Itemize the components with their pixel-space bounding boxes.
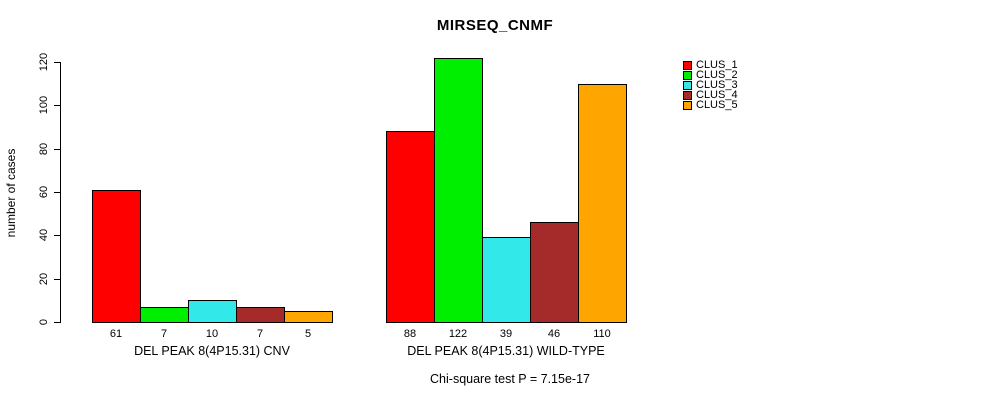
y-axis-tick [54,149,60,150]
y-axis-tick [54,105,60,106]
legend-item: CLUS_2 [683,69,738,81]
bar-value-label: 88 [403,328,417,340]
bar-clus_2-group2 [434,58,483,323]
bar-clus_2-group1 [140,307,189,323]
bar-value-label: 7 [160,328,168,340]
legend-item: CLUS_5 [683,99,738,111]
legend-swatch [683,80,692,90]
y-axis-tick-label: 100 [38,95,50,115]
legend-label: CLUS_3 [696,79,738,91]
legend-item: CLUS_4 [683,89,738,101]
y-axis-tick [54,235,60,236]
bar-value-label: 61 [109,328,123,340]
bar-value-label: 5 [304,328,312,340]
legend-item: CLUS_3 [683,79,738,91]
legend-swatch [683,70,692,80]
y-axis-tick-label: 20 [38,272,50,286]
bar-clus_1-group1 [92,190,141,323]
bar-clus_1-group2 [386,131,435,323]
bar-clus_3-group1 [188,300,237,323]
bar-value-label: 110 [593,328,611,340]
y-axis-tick [54,279,60,280]
bar-clus_3-group2 [482,237,531,323]
y-axis-tick-label: 120 [38,52,50,72]
legend: CLUS_1 CLUS_2 CLUS_3 CLUS_4 CLUS_5 [683,59,738,111]
legend-swatch [683,100,692,110]
bar-clus_5-group2 [578,84,627,323]
y-axis-tick-label: 80 [38,142,50,156]
bar-clus_4-group1 [236,307,285,323]
y-axis-tick [54,192,60,193]
chart-title: MIRSEQ_CNMF [436,17,554,34]
bar-value-label: 39 [499,328,513,340]
y-axis-tick-label: 60 [38,185,50,199]
legend-label: CLUS_4 [696,89,738,101]
bar-value-label: 10 [205,328,219,340]
y-axis-line [60,62,61,323]
y-axis-tick [54,322,60,323]
y-axis-label: number of cases [4,148,18,238]
bar-value-label: 122 [448,328,468,340]
legend-label: CLUS_2 [696,69,738,81]
y-axis-tick-label: 40 [38,228,50,242]
y-axis-tick [54,62,60,63]
legend-item: CLUS_1 [683,59,738,71]
bar-value-label: 7 [256,328,264,340]
legend-swatch [683,60,692,70]
bar-value-label: 46 [547,328,561,340]
group-label: DEL PEAK 8(4P15.31) CNV [134,344,290,358]
bar-clus_5-group1 [284,311,333,323]
legend-label: CLUS_1 [696,59,738,71]
group-label: DEL PEAK 8(4P15.31) WILD-TYPE [407,344,605,358]
bar-clus_4-group2 [530,222,579,323]
chi-square-annotation: Chi-square test P = 7.15e-17 [430,372,590,386]
legend-swatch [683,90,692,100]
y-axis-tick-label: 0 [38,318,50,326]
legend-label: CLUS_5 [696,99,738,111]
